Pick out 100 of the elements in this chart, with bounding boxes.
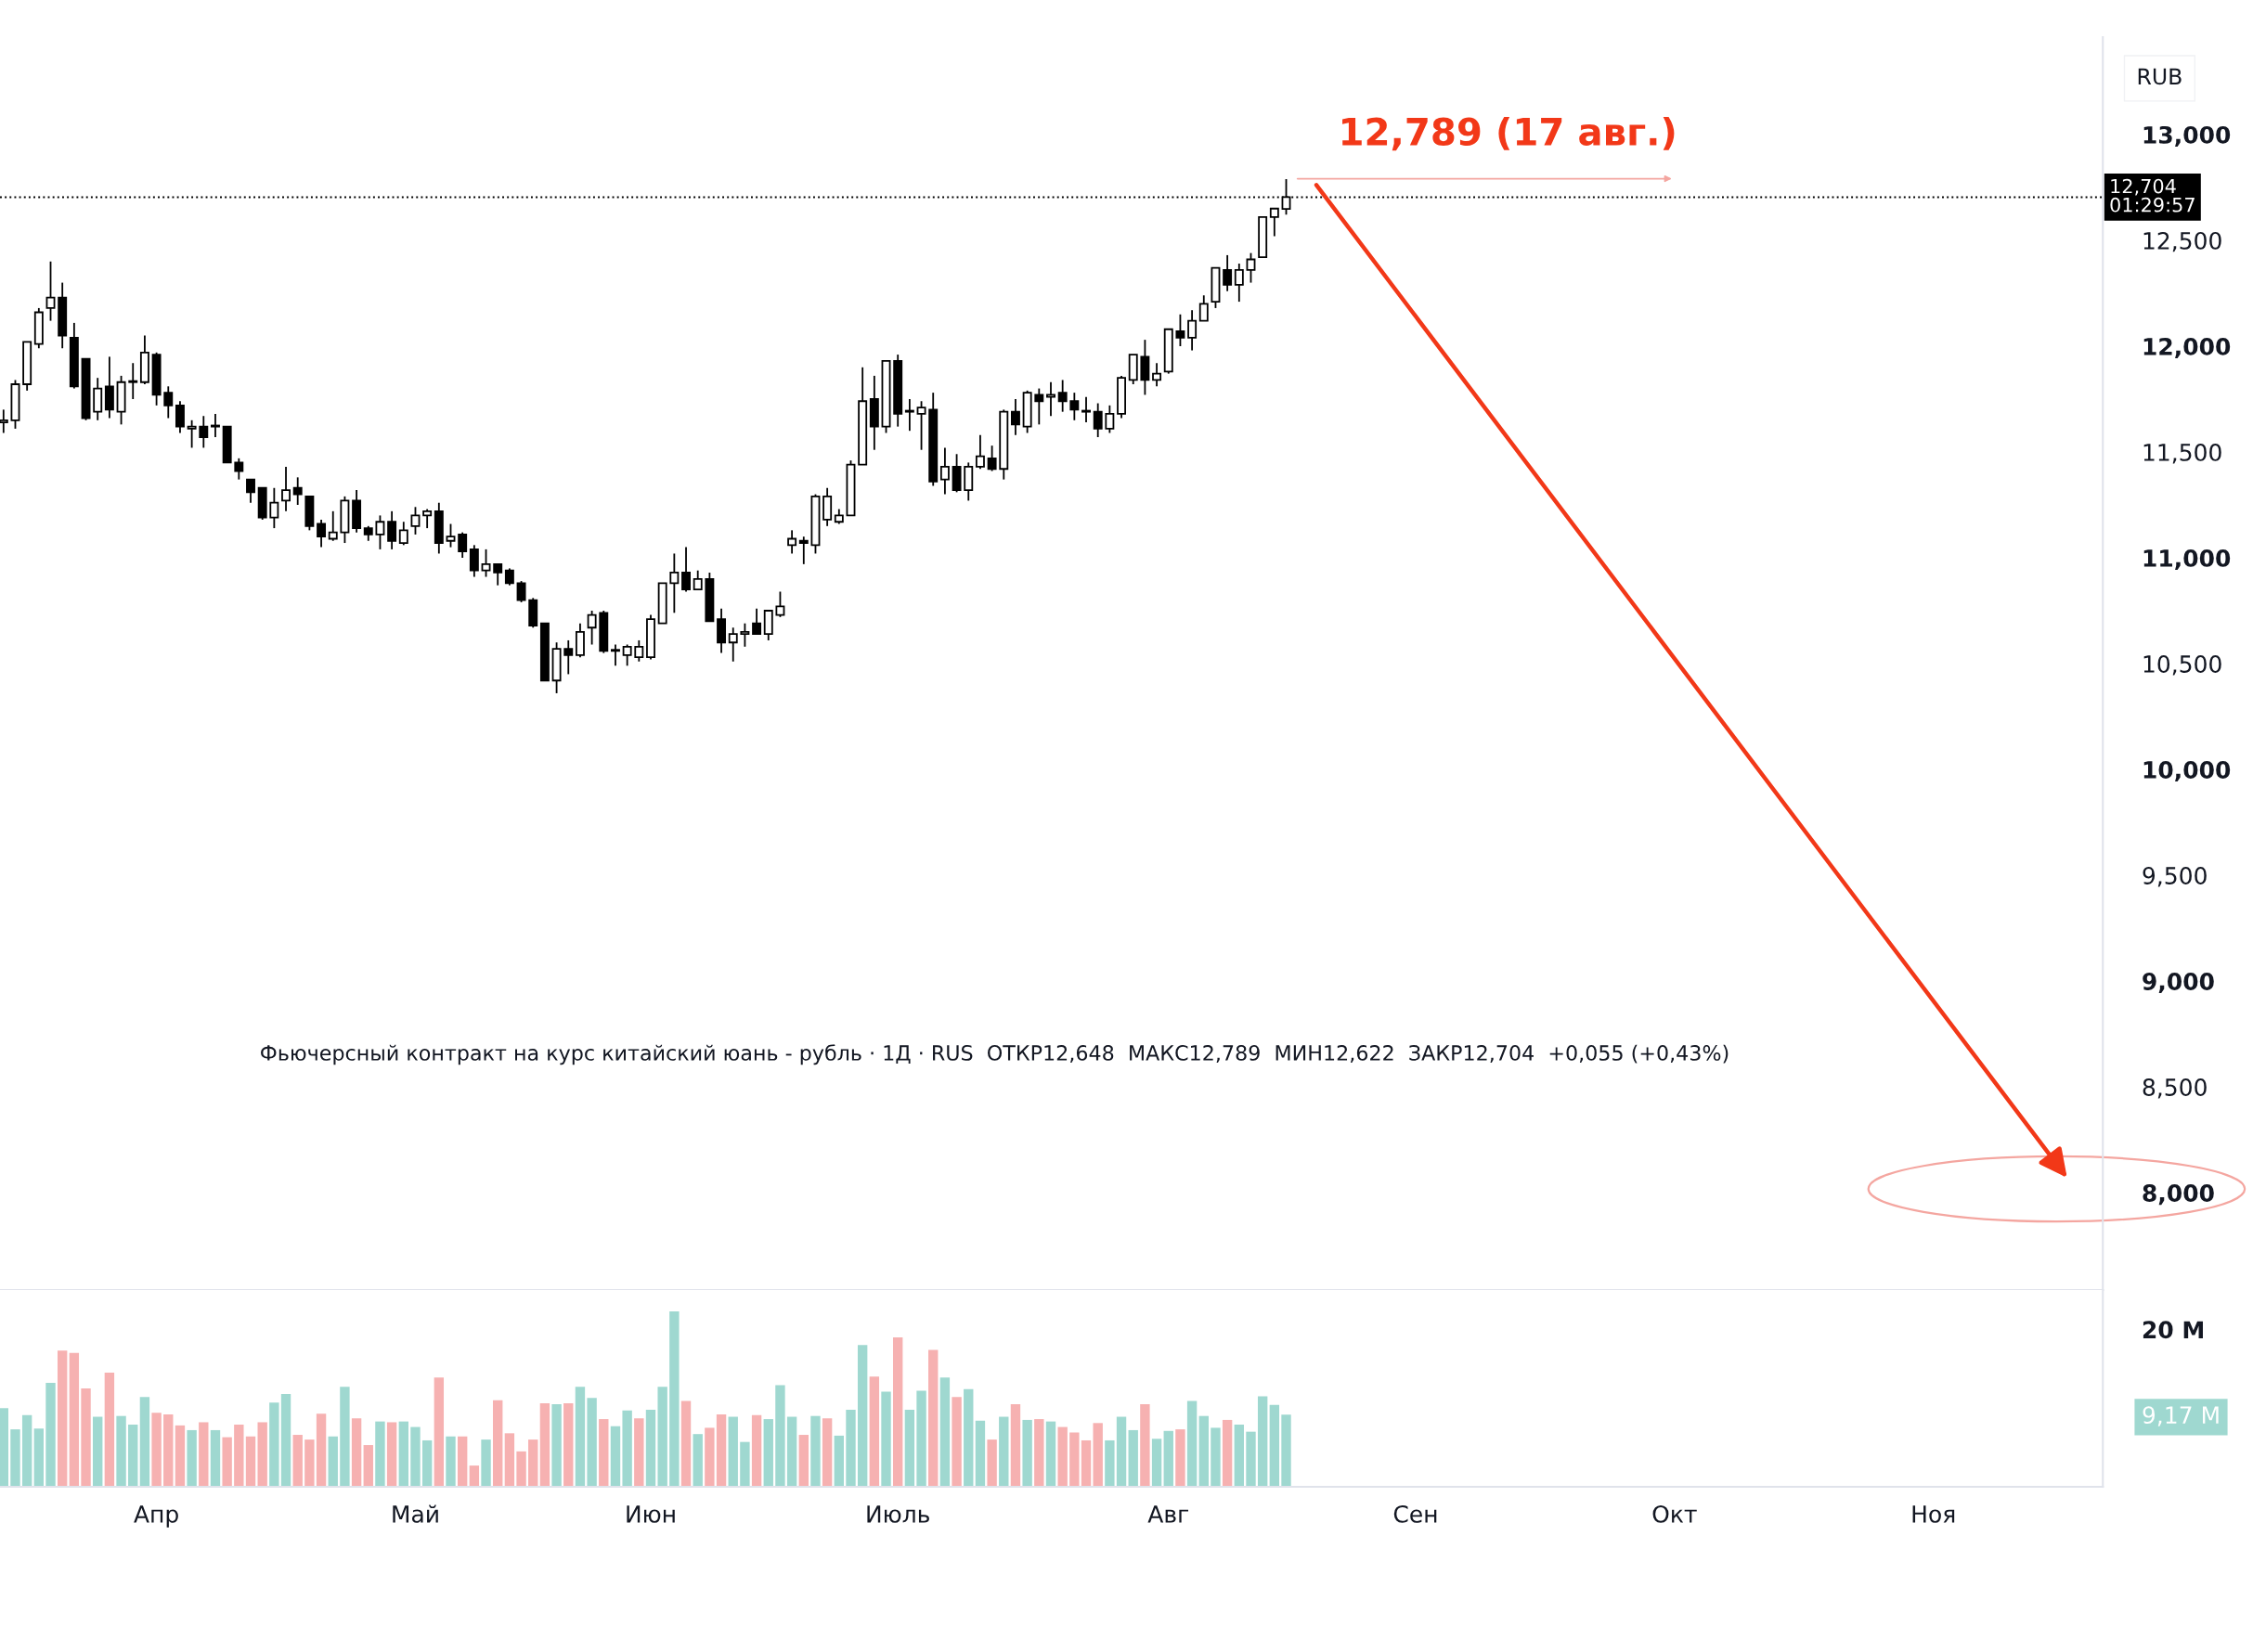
bar <box>528 1439 538 1487</box>
bar <box>964 1388 974 1487</box>
bar <box>539 1403 550 1487</box>
bar <box>763 1419 773 1487</box>
bar <box>139 1397 150 1487</box>
bar <box>33 1428 45 1487</box>
bar <box>81 1388 91 1487</box>
candlestick <box>516 580 526 603</box>
annotation: Фьючерсный контракт на курс китайский юань - рубль · 1Д · RUS ОТКР12,648 МАКС12,789 МИН12,622 ЗАКР12,704 +0,055 (+0,43%) <box>261 1044 1729 1065</box>
bar <box>421 1439 433 1487</box>
candlestick <box>1223 254 1233 292</box>
bar <box>846 1409 856 1487</box>
bar <box>516 1451 526 1487</box>
bar <box>1045 1421 1056 1487</box>
bar <box>622 1410 632 1487</box>
candlestick <box>0 408 8 434</box>
candlestick <box>45 260 56 322</box>
bar <box>1175 1429 1185 1487</box>
x-tick-label: Авг <box>1147 1505 1189 1523</box>
bar <box>822 1418 833 1487</box>
bar <box>834 1435 845 1487</box>
bar <box>798 1435 809 1487</box>
bar <box>187 1429 197 1487</box>
bar <box>398 1421 408 1487</box>
bar <box>680 1400 692 1487</box>
bar <box>386 1422 397 1487</box>
bar <box>257 1422 267 1487</box>
x-tick-label: Ноя <box>1912 1505 1955 1523</box>
bar <box>904 1409 915 1487</box>
bar <box>751 1414 762 1487</box>
candlestick <box>504 567 514 587</box>
candlestick <box>1175 313 1185 347</box>
bar <box>1281 1414 1291 1487</box>
bar <box>245 1436 256 1487</box>
y-tick-label: 9,500 <box>2143 867 2207 887</box>
candlestick <box>1081 395 1091 423</box>
candlestick <box>387 510 397 550</box>
bar <box>1057 1426 1068 1487</box>
bar <box>587 1398 597 1487</box>
bar <box>775 1385 785 1487</box>
bar <box>504 1433 515 1487</box>
bar <box>151 1413 162 1487</box>
candlestick <box>1152 362 1162 388</box>
bar <box>939 1377 951 1487</box>
bar <box>1093 1423 1103 1487</box>
bar <box>0 1408 8 1487</box>
bar <box>128 1425 138 1487</box>
candlestick <box>446 523 456 549</box>
annotation: 12,789 (17 авг.) <box>1342 116 1675 151</box>
bar <box>210 1429 221 1487</box>
bar <box>1128 1429 1138 1487</box>
candlestick <box>728 626 738 663</box>
candlestick <box>975 433 985 471</box>
bar <box>928 1349 939 1487</box>
bar <box>786 1416 797 1487</box>
candlestick <box>422 508 433 529</box>
bar <box>45 1383 56 1487</box>
candlestick <box>681 546 691 593</box>
bar <box>292 1435 303 1487</box>
bar <box>1269 1404 1280 1487</box>
bar <box>1105 1439 1115 1487</box>
y-tick-label: 11,000 <box>2143 549 2231 571</box>
x-tick-label: Июль <box>867 1505 929 1523</box>
candlestick <box>904 398 914 432</box>
ref-line-label: 12,704 01:29:57 <box>2110 178 2195 213</box>
bar <box>610 1426 621 1487</box>
y-axis-title: RUB <box>2138 68 2182 85</box>
candlestick <box>798 536 809 565</box>
y-tick-label: 10,500 <box>2143 654 2221 676</box>
x-tick-label: Апр <box>134 1505 178 1528</box>
bar <box>446 1436 456 1487</box>
bar <box>1234 1425 1245 1487</box>
bar <box>280 1393 291 1487</box>
candlestick <box>787 529 797 555</box>
bar <box>21 1414 32 1487</box>
bar <box>810 1415 821 1487</box>
candlestick <box>916 400 926 451</box>
bar <box>269 1402 279 1487</box>
bar <box>410 1426 421 1487</box>
candlestick <box>611 643 620 667</box>
bar <box>57 1350 68 1487</box>
bar <box>857 1345 868 1487</box>
candlestick <box>128 362 138 400</box>
bar <box>716 1413 727 1487</box>
bar <box>916 1390 926 1487</box>
bar <box>987 1439 997 1487</box>
bar <box>881 1391 891 1487</box>
bar <box>657 1387 667 1487</box>
x-tick-label: Сен <box>1393 1504 1437 1523</box>
candlestick <box>752 607 762 636</box>
y-tick-label: 11,500 <box>2143 443 2221 464</box>
candlestick <box>563 639 574 676</box>
bar <box>469 1465 480 1487</box>
candlestick <box>481 548 491 578</box>
bar <box>163 1413 174 1487</box>
bar <box>304 1439 315 1487</box>
candlestick <box>1057 379 1068 413</box>
bar <box>1211 1427 1221 1487</box>
bar <box>104 1373 115 1487</box>
x-tick-label: Окт <box>1652 1504 1697 1523</box>
